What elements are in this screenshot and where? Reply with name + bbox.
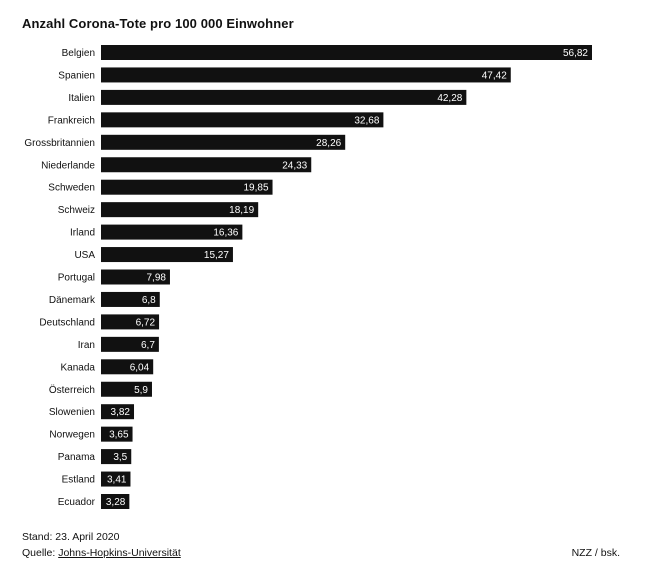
footer-source: Quelle: Johns-Hopkins-Universität bbox=[22, 547, 181, 559]
category-label: Kanada bbox=[61, 362, 96, 373]
value-label: 47,42 bbox=[482, 70, 507, 81]
category-label: Schweiz bbox=[58, 205, 95, 216]
value-label: 24,33 bbox=[282, 160, 307, 171]
chart-title: Anzahl Corona-Tote pro 100 000 Einwohner bbox=[22, 16, 294, 31]
value-label: 56,82 bbox=[563, 48, 588, 59]
value-label: 15,27 bbox=[204, 250, 229, 261]
bar bbox=[101, 202, 259, 218]
bar bbox=[101, 45, 592, 60]
category-label: Schweden bbox=[48, 183, 95, 194]
category-label: Spanien bbox=[58, 70, 95, 81]
category-label: Grossbritannien bbox=[24, 138, 95, 149]
bar bbox=[101, 224, 243, 240]
category-label: Frankreich bbox=[48, 115, 95, 126]
value-label: 3,65 bbox=[109, 430, 129, 441]
value-label: 18,19 bbox=[229, 205, 254, 216]
source-prefix: Quelle: bbox=[22, 547, 59, 559]
bar bbox=[101, 247, 233, 263]
bar bbox=[101, 67, 511, 83]
bar bbox=[101, 134, 346, 150]
bar bbox=[101, 291, 160, 307]
category-label: Norwegen bbox=[49, 430, 95, 441]
category-label: Dänemark bbox=[49, 295, 96, 306]
bar bbox=[101, 381, 152, 397]
category-label: Belgien bbox=[62, 48, 95, 59]
category-label: Slowenien bbox=[49, 407, 95, 418]
category-label: Irland bbox=[70, 228, 95, 239]
category-label: USA bbox=[74, 250, 95, 261]
category-label: Deutschland bbox=[39, 317, 95, 328]
bar bbox=[101, 359, 154, 375]
category-label: Italien bbox=[68, 93, 95, 104]
category-label: Niederlande bbox=[41, 160, 95, 171]
bar bbox=[101, 471, 131, 487]
source-link[interactable]: Johns-Hopkins-Universität bbox=[58, 547, 181, 559]
value-label: 6,7 bbox=[141, 340, 155, 351]
value-label: 3,28 bbox=[106, 497, 126, 508]
bar bbox=[101, 494, 130, 509]
value-label: 7,98 bbox=[146, 273, 166, 284]
bar bbox=[101, 336, 159, 352]
value-label: 16,36 bbox=[213, 228, 238, 239]
category-label: Estland bbox=[62, 475, 95, 486]
value-label: 6,8 bbox=[142, 295, 156, 306]
value-label: 42,28 bbox=[437, 93, 462, 104]
footer-credit: NZZ / bsk. bbox=[571, 547, 620, 559]
bar bbox=[101, 157, 312, 173]
value-label: 32,68 bbox=[354, 115, 379, 126]
value-label: 5,9 bbox=[134, 385, 148, 396]
footer-date: Stand: 23. April 2020 bbox=[22, 531, 120, 543]
bar bbox=[101, 314, 160, 330]
value-label: 3,82 bbox=[111, 407, 131, 418]
category-label: Iran bbox=[78, 340, 95, 351]
category-label: Ecuador bbox=[58, 497, 96, 508]
bar bbox=[101, 404, 135, 420]
bar bbox=[101, 269, 170, 285]
value-label: 3,41 bbox=[107, 475, 127, 486]
value-label: 3,5 bbox=[113, 452, 127, 463]
bar bbox=[101, 112, 384, 128]
category-label: Panama bbox=[58, 452, 96, 463]
bar bbox=[101, 179, 273, 195]
value-label: 19,85 bbox=[243, 183, 268, 194]
value-label: 28,26 bbox=[316, 138, 341, 149]
value-label: 6,04 bbox=[130, 362, 150, 373]
value-label: 6,72 bbox=[136, 317, 156, 328]
category-label: Österreich bbox=[49, 384, 95, 396]
bar bbox=[101, 449, 132, 465]
bar bbox=[101, 89, 467, 105]
bar bbox=[101, 426, 133, 442]
category-label: Portugal bbox=[58, 273, 95, 284]
